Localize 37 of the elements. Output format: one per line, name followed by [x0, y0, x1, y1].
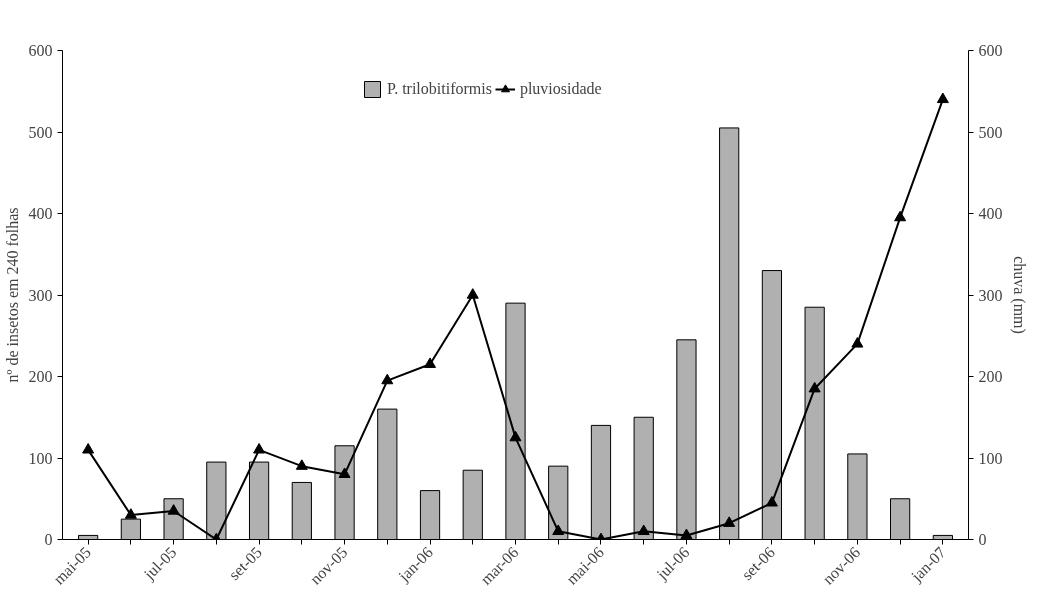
point [82, 443, 95, 454]
point [936, 92, 949, 104]
point [424, 357, 437, 368]
y2-tick-label: 600 [978, 42, 1003, 59]
y-tick-label: 100 [28, 449, 53, 467]
point [253, 443, 266, 454]
legend-label: P. trilobitiformis [387, 80, 492, 98]
y-axis-title: nº de insetos em 240 folhas [3, 207, 21, 383]
y2-tick-label: 300 [978, 286, 1003, 304]
point [552, 524, 565, 536]
y-tick-label: 600 [28, 42, 53, 59]
point [637, 524, 650, 536]
y-tick-label: 500 [28, 123, 53, 141]
y2-tick-label: 200 [978, 368, 1003, 385]
point [509, 430, 522, 442]
point [124, 508, 137, 519]
point [338, 467, 351, 478]
point [851, 337, 864, 348]
y2-tick-label: 100 [978, 449, 1003, 467]
point [808, 381, 821, 393]
point [894, 210, 907, 222]
y-tick-label: 200 [28, 368, 53, 385]
point [466, 288, 479, 299]
y2-tick-label: 400 [978, 205, 1003, 222]
y2-axis-title: chuva (mm) [1009, 256, 1028, 334]
y2-tick-label: 0 [978, 531, 987, 548]
legend-label: pluviosidade [519, 80, 602, 98]
point [381, 373, 394, 385]
point [680, 528, 693, 540]
y2-tick-label: 500 [978, 123, 1003, 141]
point [723, 516, 736, 527]
y-tick-label: 0 [44, 531, 53, 548]
point [167, 504, 180, 515]
y-tick-label: 300 [28, 286, 53, 304]
point [295, 459, 308, 470]
point [765, 495, 778, 507]
y-tick-label: 400 [28, 205, 53, 222]
